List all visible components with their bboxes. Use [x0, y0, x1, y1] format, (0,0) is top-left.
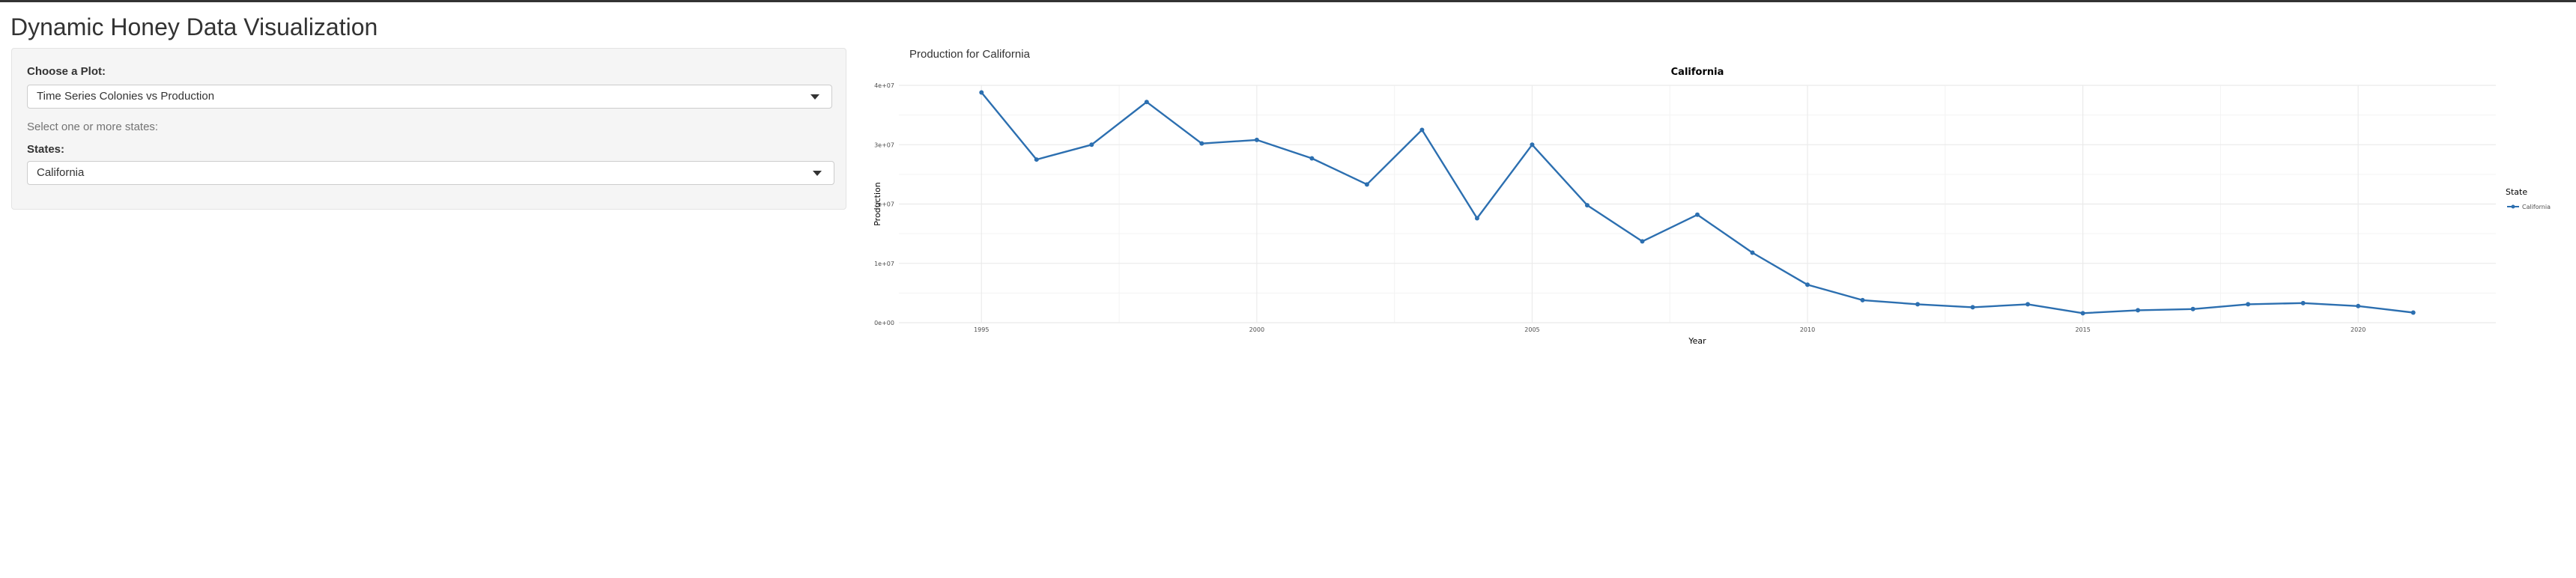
- series-line-california: [981, 91, 2413, 314]
- states-select-label: States:: [27, 143, 65, 156]
- data-point: [2025, 302, 2031, 307]
- plot-select[interactable]: Time Series Colonies vs Production: [27, 85, 832, 109]
- chart-title: California: [1671, 67, 1724, 78]
- data-point: [1640, 239, 1645, 244]
- production-line-chart: 0e+00 1e+07 2e+07 3e+07 4e+07 1995 2000 2005 201…: [873, 67, 2551, 346]
- data-point: [1750, 250, 1755, 255]
- legend-point-icon: [2511, 204, 2515, 209]
- sidebar-panel: Choose a Plot: Time Series Colonies vs P…: [11, 48, 846, 210]
- caret-down-icon: [810, 94, 819, 100]
- y-tick-label: 4e+07: [874, 82, 894, 89]
- x-tick-label: 2015: [2075, 326, 2090, 333]
- x-tick-label: 2005: [1524, 326, 1539, 333]
- y-tick-label: 2e+07: [874, 201, 894, 208]
- x-tick-label: 1995: [974, 326, 989, 333]
- plot-select-value: Time Series Colonies vs Production: [37, 90, 215, 103]
- data-point: [979, 90, 984, 95]
- data-point: [1915, 302, 1921, 307]
- data-point: [1970, 305, 1975, 310]
- data-point: [1309, 156, 1315, 161]
- data-point: [2080, 311, 2085, 316]
- top-border: [0, 0, 2576, 2]
- legend-item-label: California: [2522, 204, 2551, 210]
- data-point: [2356, 303, 2361, 308]
- states-select[interactable]: California: [27, 161, 834, 185]
- caret-down-icon: [813, 171, 822, 176]
- data-point: [1254, 137, 1259, 142]
- page-title: Dynamic Honey Data Visualization: [10, 13, 378, 40]
- y-tick-label: 1e+07: [874, 261, 894, 267]
- x-axis-label: Year: [1688, 336, 1706, 346]
- data-point: [1144, 100, 1149, 105]
- data-point: [2410, 310, 2416, 315]
- data-point: [1584, 203, 1589, 208]
- data-point: [2246, 302, 2251, 307]
- data-point: [1695, 212, 1700, 217]
- x-tick-label: 2020: [2351, 326, 2366, 333]
- data-point: [2136, 308, 2141, 313]
- y-tick-label: 0e+00: [874, 320, 894, 326]
- plot-heading: Production for California: [909, 48, 1030, 61]
- data-point: [1805, 282, 1810, 288]
- legend-title: State: [2506, 187, 2527, 197]
- data-point: [1199, 141, 1204, 146]
- data-point: [1474, 216, 1479, 221]
- plot-select-label: Choose a Plot:: [27, 65, 106, 78]
- data-point: [1530, 142, 1535, 147]
- data-point: [1860, 297, 1865, 302]
- data-point: [1034, 157, 1039, 162]
- data-point: [2190, 306, 2195, 311]
- states-select-value: California: [37, 166, 85, 179]
- y-tick-label: 3e+07: [874, 142, 894, 148]
- data-point: [1089, 142, 1094, 147]
- states-help-text: Select one or more states:: [27, 121, 159, 133]
- data-point: [1419, 127, 1425, 133]
- x-tick-label: 2010: [1800, 326, 1815, 333]
- y-axis-label: Production: [873, 182, 882, 226]
- x-tick-label: 2000: [1249, 326, 1264, 333]
- data-point: [2300, 300, 2306, 305]
- data-point: [1364, 182, 1369, 187]
